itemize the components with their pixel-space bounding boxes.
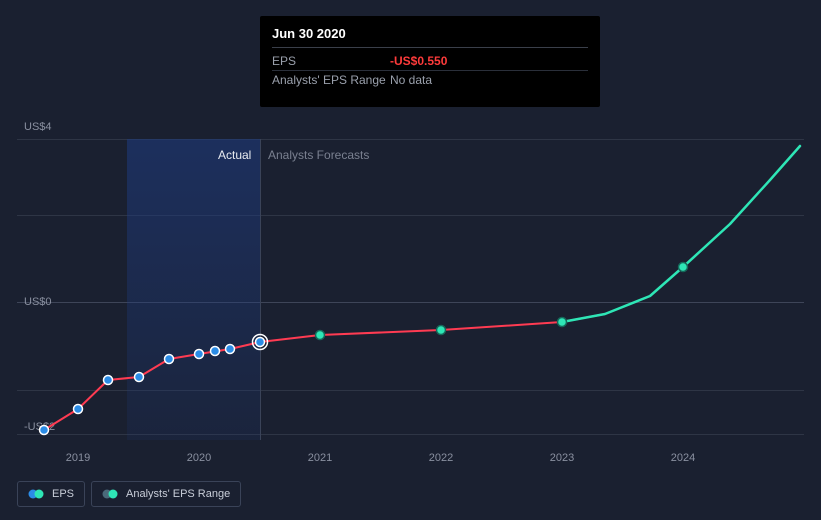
tooltip-row-value: No data — [390, 73, 432, 87]
tooltip-row-value: -US$0.550 — [390, 54, 447, 68]
tooltip-date: Jun 30 2020 — [272, 26, 588, 48]
legend-item[interactable]: Analysts' EPS Range — [91, 481, 241, 507]
legend-item[interactable]: EPS — [17, 481, 85, 507]
highlight-band — [127, 139, 260, 440]
gridline — [17, 215, 804, 216]
y-axis-label: -US$2 — [24, 421, 55, 433]
region-label-actual: Actual — [218, 148, 251, 162]
tooltip-row-label: EPS — [272, 54, 390, 68]
x-axis-label: 2024 — [671, 452, 695, 464]
y-axis-label: US$4 — [24, 121, 52, 133]
y-axis-label: US$0 — [24, 296, 52, 308]
x-axis-label: 2020 — [187, 452, 211, 464]
x-axis-label: 2019 — [66, 452, 90, 464]
legend-swatch-icon — [102, 489, 118, 499]
tooltip-row-label: Analysts' EPS Range — [272, 73, 390, 87]
x-axis-label: 2023 — [550, 452, 574, 464]
x-axis-label: 2022 — [429, 452, 453, 464]
legend: EPS Analysts' EPS Range — [17, 481, 241, 507]
gridline — [17, 434, 804, 435]
eps-chart: Actual Analysts Forecasts US$4US$0-US$2 … — [0, 0, 821, 520]
gridline — [17, 302, 804, 303]
tooltip-row: Analysts' EPS RangeNo data — [272, 71, 588, 89]
actual-forecast-divider — [260, 139, 261, 440]
legend-label: EPS — [52, 488, 74, 500]
x-axis-label: 2021 — [308, 452, 332, 464]
region-label-forecast: Analysts Forecasts — [268, 148, 369, 162]
chart-tooltip: Jun 30 2020 EPS-US$0.550Analysts' EPS Ra… — [260, 16, 600, 107]
gridline — [17, 139, 804, 140]
tooltip-row: EPS-US$0.550 — [272, 52, 588, 71]
gridline — [17, 390, 804, 391]
legend-label: Analysts' EPS Range — [126, 488, 230, 500]
legend-swatch-icon — [28, 489, 44, 499]
